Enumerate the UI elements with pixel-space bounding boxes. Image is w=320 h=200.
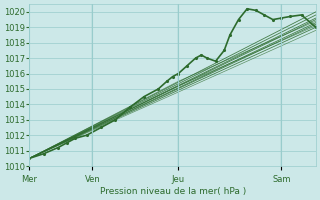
X-axis label: Pression niveau de la mer( hPa ): Pression niveau de la mer( hPa ) <box>100 187 246 196</box>
